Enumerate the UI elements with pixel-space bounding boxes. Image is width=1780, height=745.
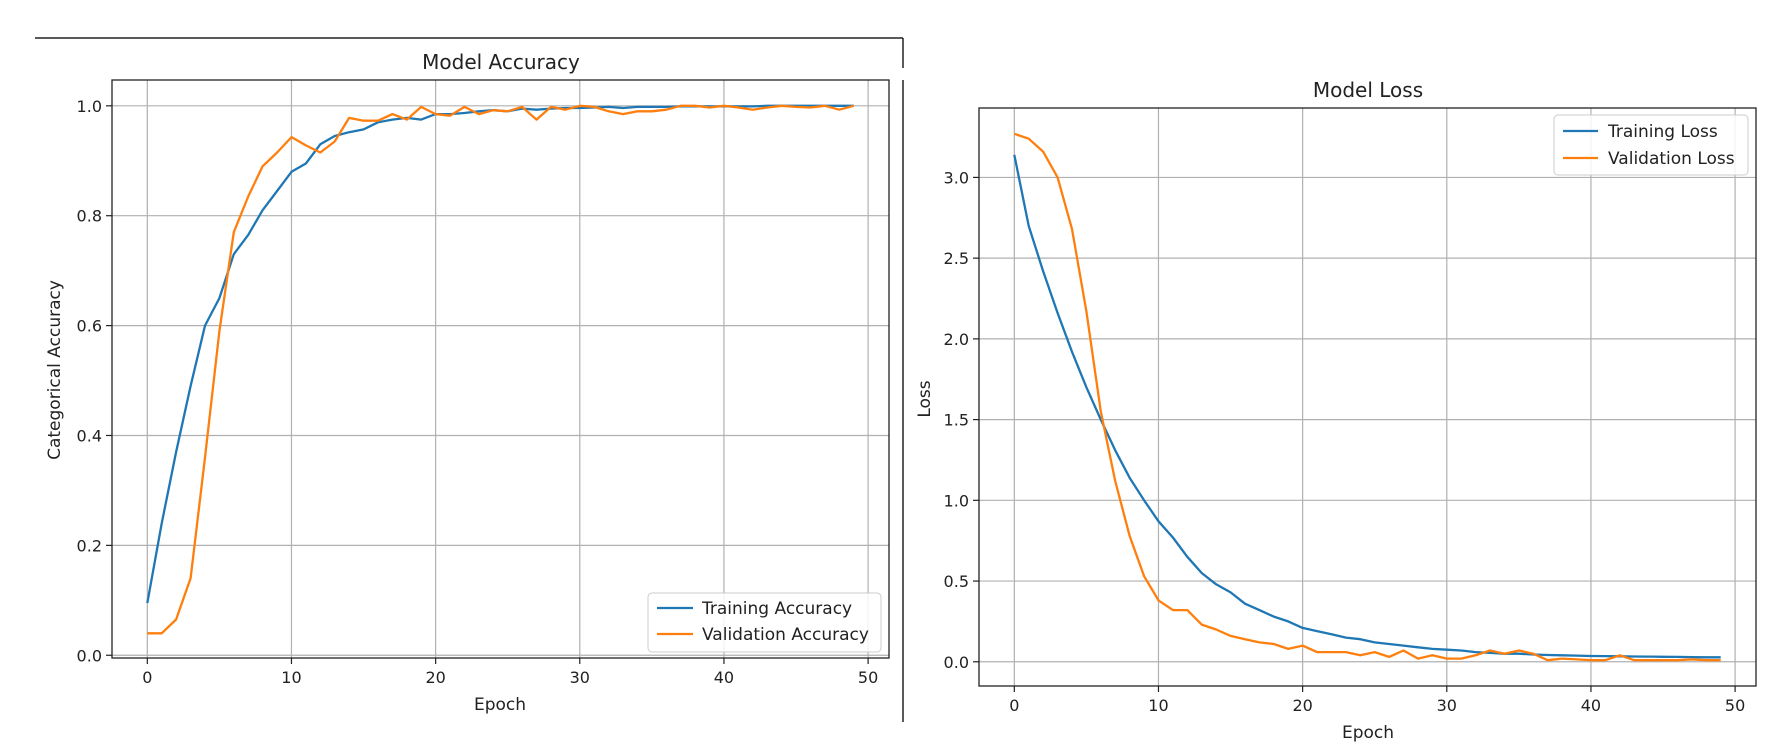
chart-title: Model Accuracy — [422, 50, 580, 74]
y-tick-label: 2.5 — [944, 249, 969, 268]
y-tick-label: 0.2 — [77, 536, 102, 555]
tick-labels: 0 10 20 30 40 50 0.0 0.2 0.4 0.6 0.8 1.0 — [77, 97, 879, 687]
series-group — [146, 104, 855, 635]
legend-label-training-accuracy: Training Accuracy — [701, 599, 852, 619]
accuracy-chart: Model Accuracy Epoch Categorical Accurac… — [45, 50, 890, 715]
tick-labels: 0 10 20 30 40 50 0.0 0.5 1.0 1.5 2.0 2.5 3.0 — [944, 168, 1746, 715]
y-tick-label: 0.0 — [944, 653, 969, 672]
x-tick-label: 30 — [570, 668, 590, 687]
x-tick-label: 10 — [1148, 696, 1168, 715]
y-axis-label: Categorical Accuracy — [45, 280, 65, 460]
y-tick-label: 2.0 — [944, 330, 969, 349]
x-axis-label: Epoch — [474, 695, 526, 715]
legend: Training Accuracy Validation Accuracy — [647, 592, 882, 653]
y-tick-label: 1.0 — [77, 97, 102, 116]
chart-title: Model Loss — [1313, 78, 1423, 102]
y-tick-label: 1.0 — [944, 491, 969, 510]
y-tick-label: 0.6 — [77, 317, 102, 336]
series-line-validation-accuracy — [147, 104, 855, 635]
x-tick-label: 20 — [425, 668, 445, 687]
plot-area-frame — [111, 79, 890, 659]
x-tick-label: 20 — [1292, 696, 1312, 715]
x-tick-label: 30 — [1437, 696, 1457, 715]
series-line-validation-loss — [1013, 132, 1721, 662]
legend: Training Loss Validation Loss — [1553, 114, 1749, 176]
legend-label-validation-loss: Validation Loss — [1608, 149, 1735, 169]
grid-lines — [112, 80, 889, 658]
x-tick-label: 50 — [858, 668, 878, 687]
series-group — [1013, 132, 1721, 662]
x-tick-label: 0 — [142, 668, 152, 687]
y-tick-label: 0.8 — [77, 207, 102, 226]
y-axis-label: Loss — [915, 380, 935, 417]
grid-lines — [979, 108, 1756, 686]
x-tick-label: 40 — [1581, 696, 1601, 715]
series-line-training-accuracy — [146, 104, 854, 604]
plot-area-frame — [978, 107, 1757, 687]
series-line-training-loss — [1013, 154, 1721, 659]
y-tick-label: 1.5 — [944, 411, 969, 430]
x-tick-label: 40 — [714, 668, 734, 687]
y-tick-label: 0.4 — [77, 426, 102, 445]
legend-box — [1553, 114, 1749, 176]
legend-label-validation-accuracy: Validation Accuracy — [702, 625, 869, 645]
x-tick-label: 10 — [281, 668, 301, 687]
legend-box — [647, 592, 882, 653]
loss-chart: Model Loss Epoch Loss 0 10 20 30 40 50 0.0 0.5 1… — [915, 78, 1757, 743]
legend-label-training-loss: Training Loss — [1607, 122, 1718, 142]
y-tick-label: 0.5 — [944, 572, 969, 591]
x-tick-label: 50 — [1725, 696, 1745, 715]
y-tick-label: 3.0 — [944, 168, 969, 187]
x-tick-label: 0 — [1009, 696, 1019, 715]
x-axis-label: Epoch — [1342, 723, 1394, 743]
y-tick-label: 0.0 — [77, 646, 102, 665]
